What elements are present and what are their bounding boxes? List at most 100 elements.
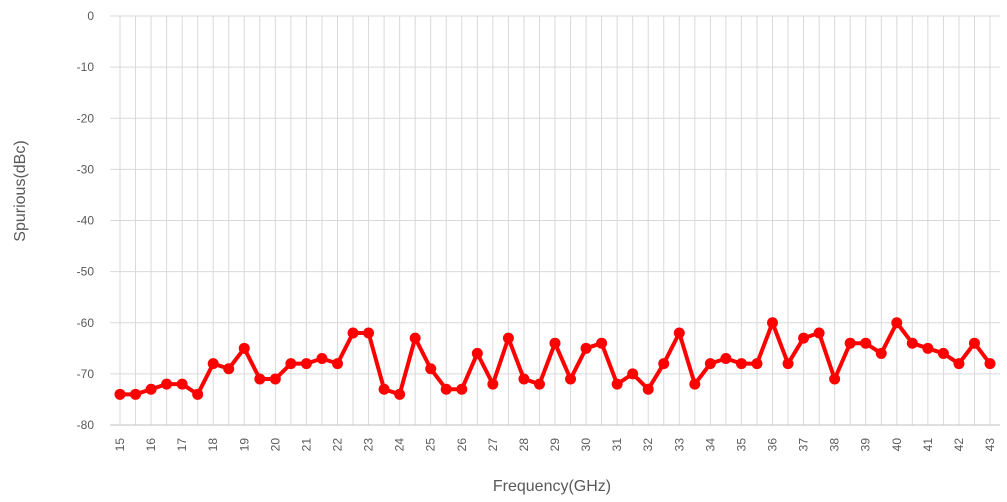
- data-point: [813, 327, 825, 339]
- data-point: [207, 358, 219, 370]
- x-tick-label: 21: [299, 438, 313, 452]
- data-point: [471, 347, 483, 359]
- data-point: [720, 353, 732, 365]
- data-point: [658, 358, 670, 370]
- series-group: [114, 317, 996, 400]
- data-point: [735, 358, 747, 370]
- x-tick-label: 17: [175, 438, 189, 452]
- data-point: [968, 337, 980, 349]
- x-tick-label: 16: [144, 438, 158, 452]
- y-tick-label: -80: [77, 418, 95, 432]
- y-tick-label: -10: [77, 60, 95, 74]
- data-point: [425, 363, 437, 375]
- data-point: [751, 358, 763, 370]
- data-point: [642, 383, 654, 395]
- data-point: [316, 353, 328, 365]
- x-tick-label: 37: [797, 438, 811, 452]
- data-point: [285, 358, 297, 370]
- x-tick-label: 39: [859, 438, 873, 452]
- data-point: [580, 342, 592, 354]
- data-point: [363, 327, 375, 339]
- data-point: [238, 342, 250, 354]
- data-point: [114, 388, 126, 400]
- y-tick-label: -60: [77, 316, 95, 330]
- data-point: [145, 383, 157, 395]
- data-point: [487, 378, 499, 390]
- data-point: [440, 383, 452, 395]
- data-point: [332, 358, 343, 370]
- x-axis-ticks: 15 16 17 18 19 20 21 22 23 24 25 26 27 28 29 30 31 32 33 34…: [113, 438, 997, 452]
- data-point: [844, 337, 856, 349]
- data-point: [161, 378, 173, 390]
- data-point: [176, 378, 188, 390]
- data-point: [347, 327, 359, 339]
- x-tick-label: 22: [331, 438, 345, 452]
- data-point: [798, 332, 810, 344]
- x-tick-label: 18: [206, 438, 220, 452]
- data-point: [565, 373, 577, 385]
- data-point: [829, 373, 841, 385]
- x-tick-label: 41: [921, 438, 935, 452]
- x-tick-label: 26: [455, 438, 469, 452]
- y-tick-label: 0: [87, 9, 94, 23]
- x-axis-title: Frequency(GHz): [493, 478, 611, 495]
- data-point: [223, 363, 235, 375]
- x-tick-label: 19: [237, 438, 251, 452]
- data-point: [192, 388, 204, 400]
- data-point: [549, 337, 561, 349]
- x-tick-label: 35: [734, 438, 748, 452]
- data-point: [518, 373, 530, 385]
- x-tick-label: 33: [672, 438, 686, 452]
- data-point: [984, 358, 996, 370]
- x-tick-label: 43: [983, 438, 997, 452]
- gridlines: [110, 15, 1000, 426]
- x-tick-label: 25: [424, 438, 438, 452]
- data-point: [596, 337, 608, 349]
- x-tick-label: 15: [113, 438, 127, 452]
- data-point: [378, 383, 390, 395]
- y-axis-title: Spurious(dBc): [12, 140, 29, 241]
- data-point: [611, 378, 623, 390]
- data-point: [922, 342, 934, 354]
- y-tick-label: -70: [77, 367, 95, 381]
- x-tick-label: 24: [393, 438, 407, 452]
- x-tick-label: 36: [766, 438, 780, 452]
- x-tick-label: 28: [517, 438, 531, 452]
- y-tick-label: -50: [77, 265, 95, 279]
- data-point: [254, 373, 266, 385]
- y-tick-label: -20: [77, 111, 95, 125]
- x-tick-label: 40: [890, 438, 904, 452]
- data-point: [906, 337, 918, 349]
- data-point: [456, 383, 468, 395]
- data-point: [782, 358, 794, 370]
- x-tick-label: 32: [641, 438, 655, 452]
- y-tick-label: -30: [77, 162, 95, 176]
- data-point: [627, 368, 639, 380]
- data-point: [891, 317, 903, 329]
- data-point: [533, 378, 545, 390]
- data-point: [689, 378, 701, 390]
- data-point: [767, 317, 778, 329]
- x-tick-label: 30: [579, 438, 593, 452]
- data-point: [394, 388, 406, 400]
- data-point: [704, 358, 716, 370]
- data-point: [937, 347, 949, 359]
- data-point: [875, 347, 887, 359]
- data-point: [860, 337, 872, 349]
- y-axis-ticks: 0 -10 -20 -30 -40 -50 -60 -70 -80: [77, 9, 95, 432]
- data-point: [409, 332, 421, 344]
- x-tick-label: 34: [703, 438, 717, 452]
- data-point: [673, 327, 685, 339]
- x-tick-label: 38: [828, 438, 842, 452]
- y-tick-label: -40: [77, 214, 95, 228]
- x-tick-label: 42: [952, 438, 966, 452]
- x-tick-label: 20: [268, 438, 282, 452]
- data-point: [502, 332, 514, 344]
- x-tick-label: 27: [486, 438, 500, 452]
- x-tick-label: 23: [362, 438, 376, 452]
- data-point: [953, 358, 965, 370]
- data-point: [300, 358, 312, 370]
- data-point: [130, 388, 142, 400]
- data-point: [269, 373, 281, 385]
